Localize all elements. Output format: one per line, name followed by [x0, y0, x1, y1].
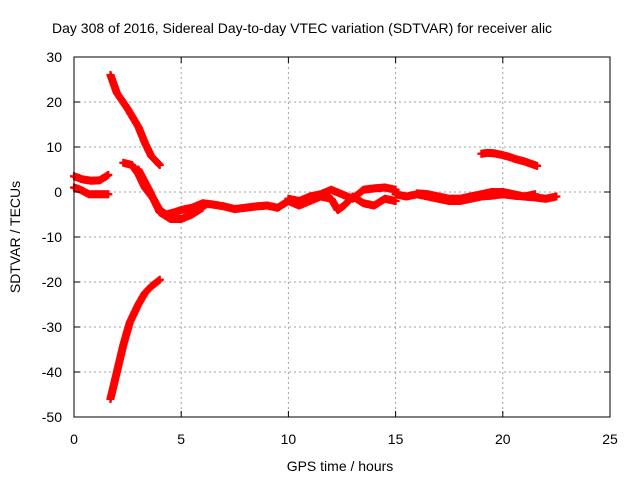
y-tick-label: 20	[46, 94, 62, 110]
trace-marker	[529, 190, 538, 199]
series-arc-3	[106, 71, 164, 169]
series-arc-1	[70, 183, 113, 199]
trace-marker	[531, 161, 540, 170]
x-tick-label: 25	[602, 431, 618, 447]
x-tick-label: 15	[388, 431, 404, 447]
y-axis-title: SDTVAR / TECUs	[7, 181, 23, 293]
series-arc-2	[70, 170, 113, 185]
x-axis-title: GPS time / hours	[287, 458, 394, 474]
y-tick-label: -40	[42, 364, 62, 380]
y-tick-label: -50	[42, 409, 62, 425]
x-tick-label: 20	[495, 431, 511, 447]
x-tick-label: 0	[70, 431, 78, 447]
trace-marker	[154, 276, 163, 285]
series-arc-8	[284, 183, 400, 205]
series-arc-10	[413, 188, 539, 203]
trace-marker	[551, 192, 560, 201]
x-tick-label: 10	[281, 431, 297, 447]
series-arc-11	[477, 148, 542, 170]
chart-title: Day 308 of 2016, Sidereal Day-to-day VTE…	[52, 20, 552, 36]
y-tick-label: -10	[42, 229, 62, 245]
trace-marker	[197, 204, 206, 213]
trace-marker	[390, 196, 399, 205]
series-arc-4	[106, 275, 164, 403]
y-tick-label: 10	[46, 139, 62, 155]
data-series	[70, 71, 561, 403]
x-tick-label: 5	[177, 431, 185, 447]
trace-marker	[103, 171, 112, 180]
y-tick-label: -20	[42, 274, 62, 290]
y-tick-label: 0	[54, 184, 62, 200]
y-tick-label: -30	[42, 319, 62, 335]
series-arc-7	[262, 192, 400, 214]
grid-lines	[74, 57, 610, 417]
trace-marker	[103, 190, 112, 199]
series-arc-6	[134, 165, 207, 223]
trace-marker	[390, 185, 399, 194]
trace-marker	[154, 160, 163, 168]
y-tick-label: 30	[46, 49, 62, 65]
axis-ticks: 0 5 10 15 20 25 30 20 10 0 -10 -20 -30 -40 -50	[42, 49, 618, 447]
